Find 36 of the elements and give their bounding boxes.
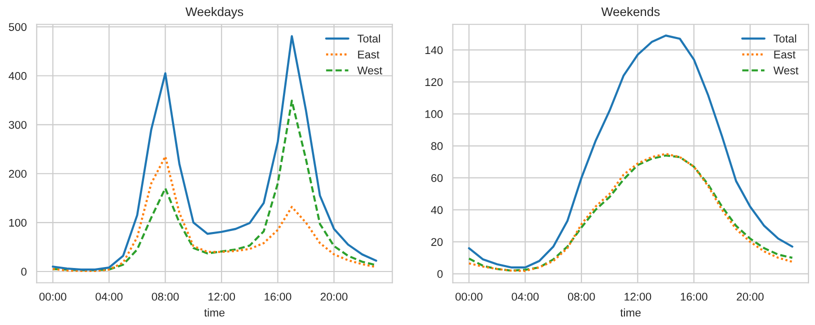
x-tick-label: 00:00 [456, 292, 482, 301]
legend-label: West [773, 66, 798, 74]
x-tick-label: 16:00 [680, 292, 708, 301]
y-tick-label: 80 [431, 142, 443, 150]
x-axis-title: time [620, 308, 641, 317]
legend-label: East [774, 50, 796, 58]
legend-label: East [358, 50, 380, 58]
chart-title: Weekdays [186, 6, 244, 19]
x-tick-label: 12:00 [208, 292, 236, 301]
y-tick-label: 0 [21, 268, 27, 276]
y-tick-label: 500 [8, 23, 27, 31]
x-tick-label: 20:00 [736, 292, 764, 301]
chart-title: Weekends [601, 6, 660, 16]
y-tick-label: 120 [425, 78, 443, 86]
y-tick-label: 60 [431, 174, 443, 182]
x-tick-label: 20:00 [320, 292, 348, 301]
y-tick-label: 400 [8, 72, 27, 80]
x-tick-label: 04:00 [512, 292, 539, 301]
y-tick-label: 100 [425, 110, 443, 118]
legend-label: Total [357, 34, 380, 43]
y-tick-label: 200 [8, 170, 27, 178]
legend-label: Total [774, 34, 796, 43]
legend-label: West [357, 66, 382, 74]
x-tick-label: 08:00 [568, 292, 595, 301]
x-tick-label: 00:00 [39, 292, 66, 301]
y-tick-label: 40 [430, 206, 443, 214]
y-tick-label: 0 [437, 270, 443, 278]
x-axis-title: time [204, 308, 225, 317]
x-tick-label: 12:00 [624, 292, 652, 301]
x-tick-label: 16:00 [264, 292, 292, 301]
y-tick-label: 20 [431, 238, 443, 246]
y-tick-label: 140 [425, 46, 443, 54]
y-tick-label: 300 [8, 120, 27, 129]
x-tick-label: 04:00 [96, 292, 123, 301]
y-tick-label: 100 [9, 218, 27, 227]
x-tick-label: 08:00 [152, 292, 179, 301]
